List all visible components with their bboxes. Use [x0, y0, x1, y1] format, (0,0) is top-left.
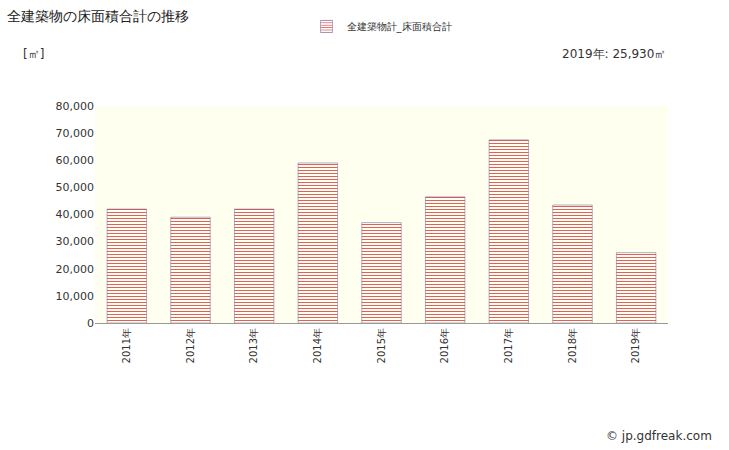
- svg-text:40,000: 40,000: [56, 208, 95, 221]
- svg-text:50,000: 50,000: [56, 181, 95, 194]
- svg-text:全建築物計_床面積合計: 全建築物計_床面積合計: [347, 21, 452, 33]
- svg-text:2014年: 2014年: [312, 328, 323, 363]
- svg-text:60,000: 60,000: [56, 154, 95, 167]
- svg-text:30,000: 30,000: [56, 235, 95, 248]
- svg-text:2012年: 2012年: [185, 328, 196, 363]
- svg-text:2018年: 2018年: [567, 328, 578, 363]
- svg-text:70,000: 70,000: [56, 127, 95, 140]
- svg-text:80,000: 80,000: [56, 100, 95, 113]
- svg-text:10,000: 10,000: [56, 290, 95, 303]
- svg-text:© jp.gdfreak.com: © jp.gdfreak.com: [606, 429, 712, 443]
- svg-text:2015年: 2015年: [376, 328, 387, 363]
- svg-text:0: 0: [87, 317, 94, 330]
- svg-text:[㎡]: [㎡]: [23, 47, 44, 61]
- svg-text:2019年: 2019年: [630, 328, 641, 363]
- svg-text:2017年: 2017年: [503, 328, 514, 363]
- svg-text:2016年: 2016年: [439, 328, 450, 363]
- svg-text:2019年: 25,930㎡: 2019年: 25,930㎡: [562, 47, 666, 61]
- svg-text:2011年: 2011年: [121, 328, 132, 363]
- svg-text:2013年: 2013年: [248, 328, 259, 363]
- svg-text:20,000: 20,000: [56, 263, 95, 276]
- svg-text:全建築物の床面積合計の推移: 全建築物の床面積合計の推移: [7, 8, 189, 24]
